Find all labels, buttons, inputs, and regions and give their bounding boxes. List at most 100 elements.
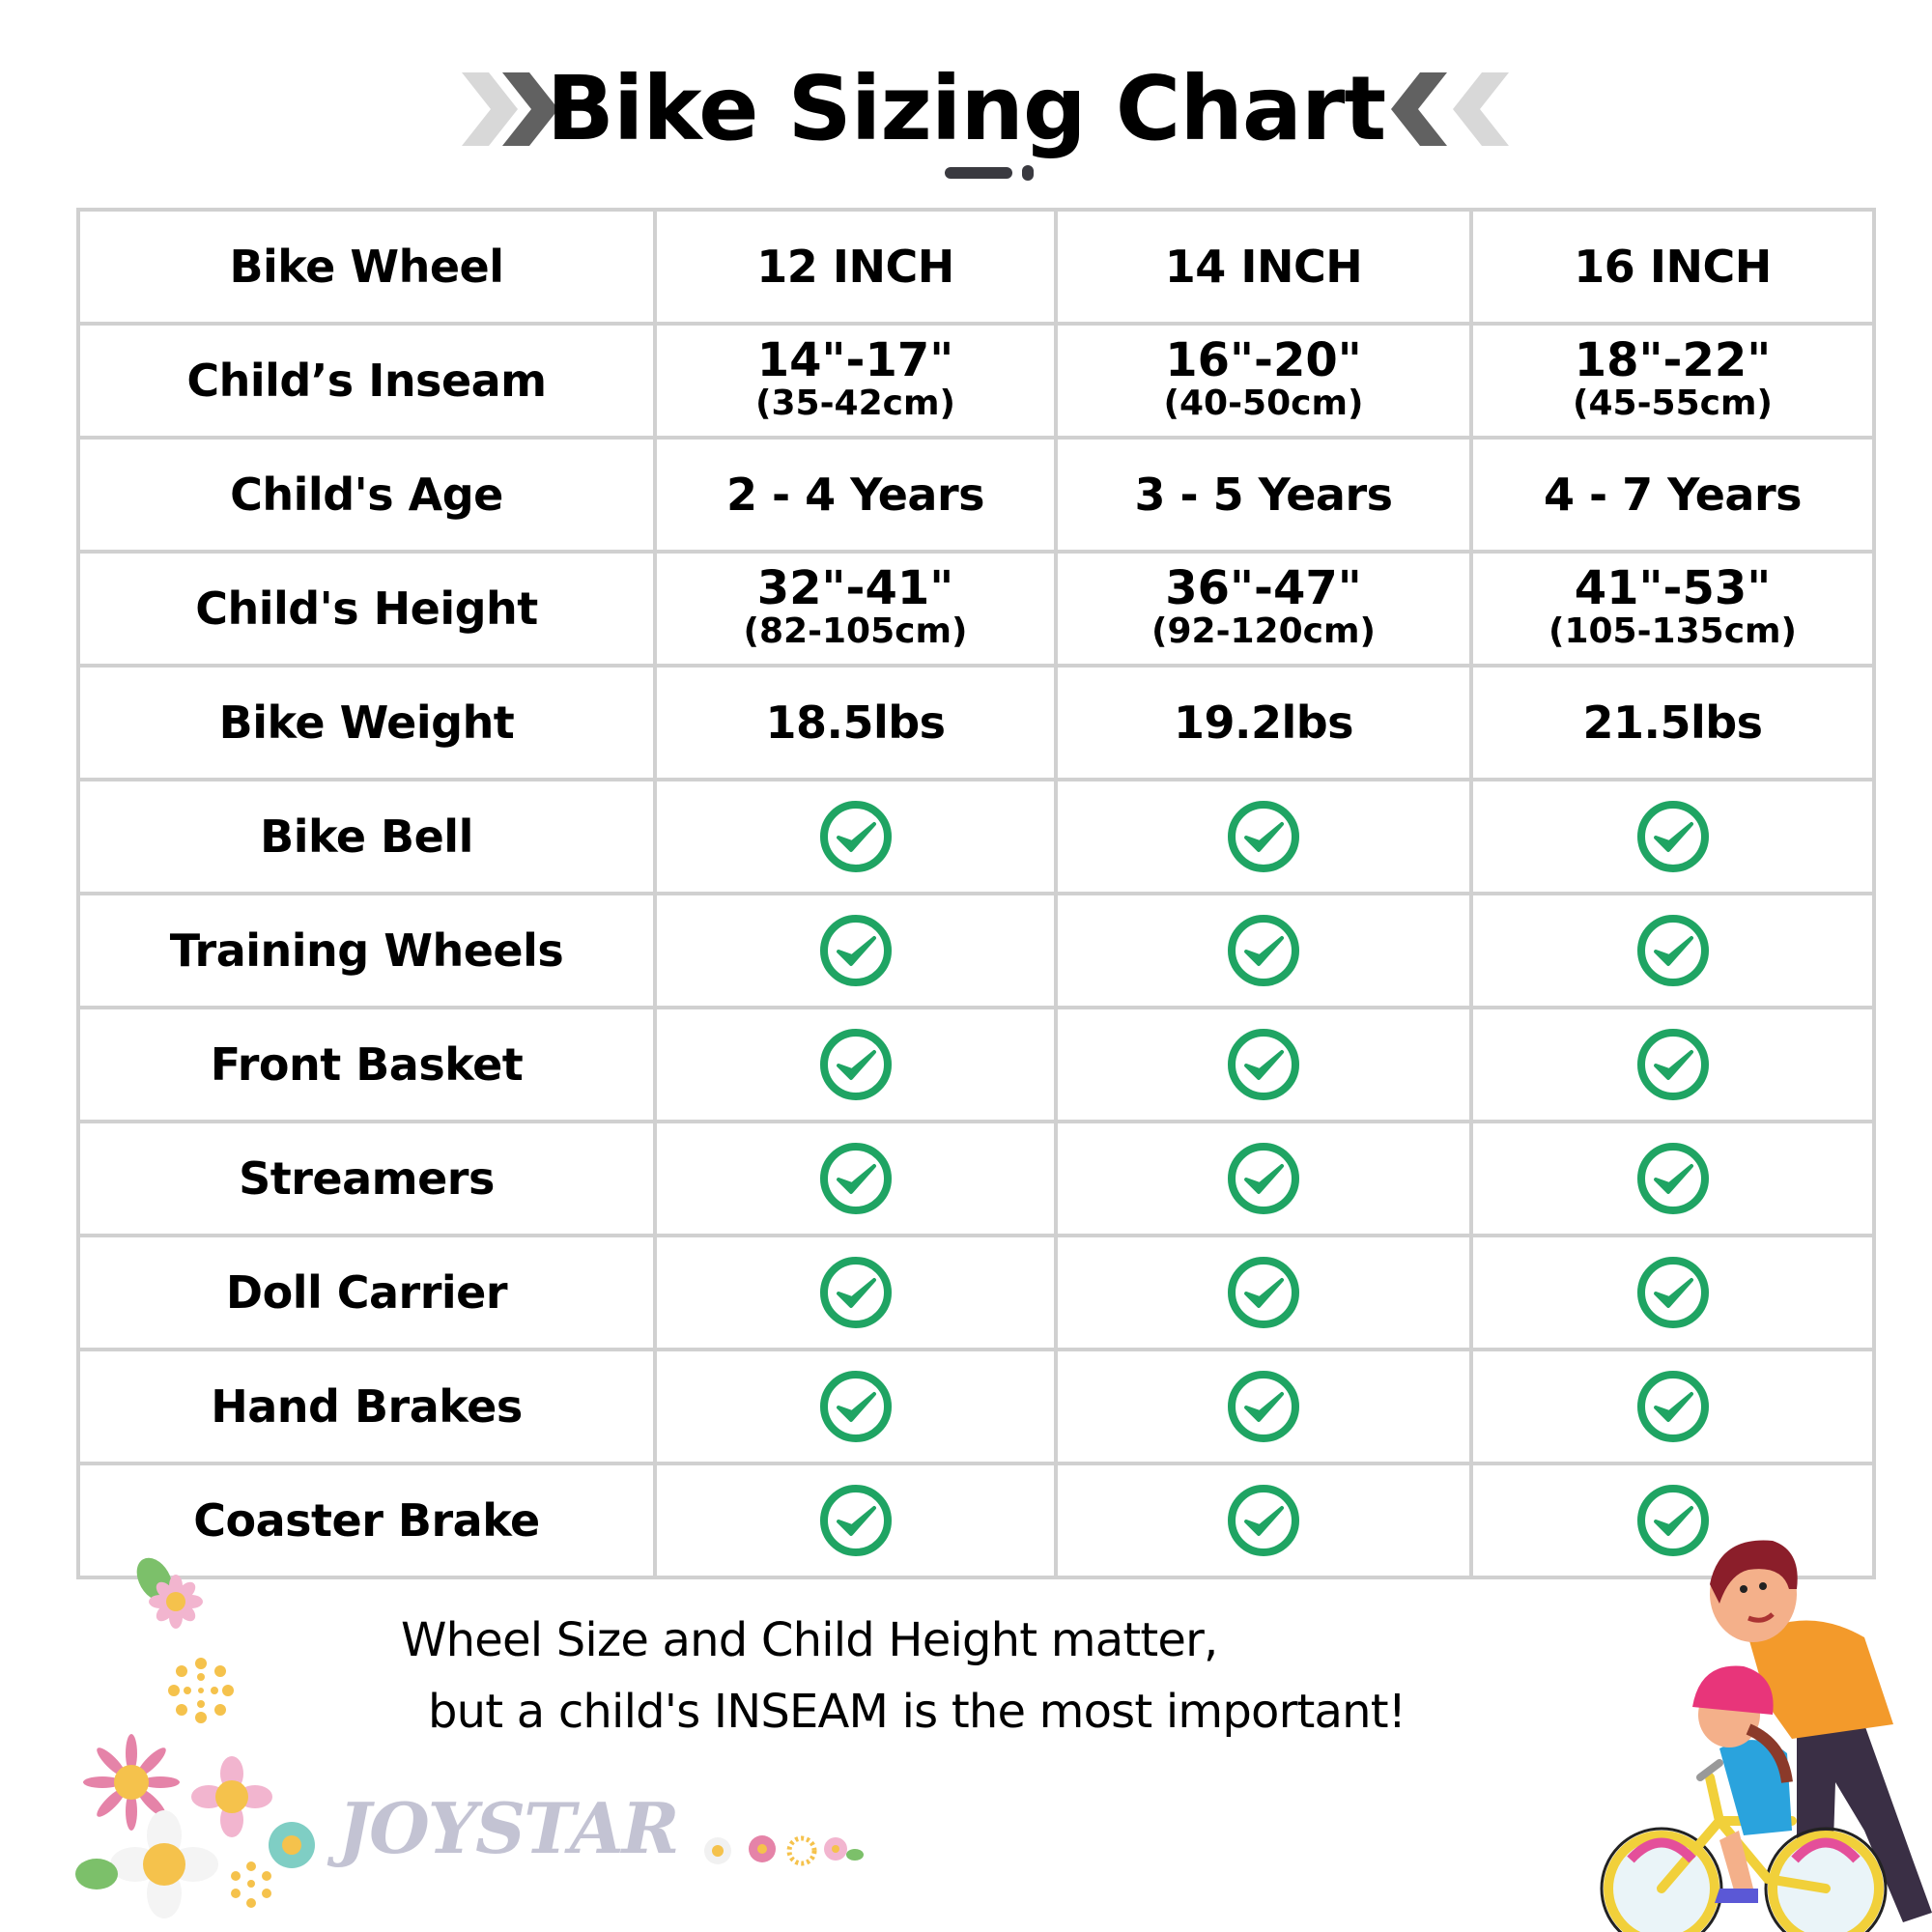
page-title: Bike Sizing Chart	[546, 57, 1387, 160]
value-cell	[653, 1234, 1058, 1351]
check-icon	[1636, 801, 1709, 872]
row-label: Child's Age	[76, 436, 657, 554]
value-cell	[1469, 892, 1876, 1009]
title-underline-dot	[1022, 165, 1034, 181]
check-icon	[819, 1257, 892, 1328]
table-row-coaster-brake: Coaster Brake	[76, 1462, 1876, 1579]
value-cell: 16"-20" (40-50cm)	[1054, 322, 1473, 440]
check-icon	[1636, 1029, 1709, 1100]
value-cell: 19.2lbs	[1054, 664, 1473, 781]
value-cell	[653, 892, 1058, 1009]
value-sub: (105-135cm)	[1548, 611, 1797, 651]
table-row-front-basket: Front Basket	[76, 1006, 1876, 1123]
check-icon	[1228, 1485, 1299, 1556]
value-cell: 14"-17" (35-42cm)	[653, 322, 1058, 440]
check-icon	[1228, 1371, 1299, 1442]
table-row-bike-bell: Bike Bell	[76, 778, 1876, 895]
check-icon	[819, 1029, 892, 1100]
value-cell: 21.5lbs	[1469, 664, 1876, 781]
value-cell: 2 - 4 Years	[653, 436, 1058, 554]
row-label: Coaster Brake	[76, 1462, 657, 1579]
check-icon	[1636, 1143, 1709, 1214]
value-sub: (45-55cm)	[1573, 384, 1773, 423]
header-cell-12-inch: 12 INCH	[653, 208, 1058, 326]
row-label: Streamers	[76, 1120, 657, 1237]
value-cell: 32"-41" (82-105cm)	[653, 550, 1058, 668]
value-cell	[653, 1348, 1058, 1465]
value-sub: (82-105cm)	[743, 611, 968, 651]
check-icon	[1228, 1257, 1299, 1328]
inseam-note-line-2: but a child's INSEAM is the most importa…	[428, 1685, 1406, 1739]
value-main: 14"-17"	[756, 333, 954, 387]
value-cell	[1469, 1348, 1876, 1465]
table-header-row: Bike Wheel 12 INCH 14 INCH 16 INCH	[76, 208, 1876, 326]
value-cell	[1469, 1120, 1876, 1237]
check-icon	[1636, 1371, 1709, 1442]
table-row-doll-carrier: Doll Carrier	[76, 1234, 1876, 1351]
value-cell	[1469, 1006, 1876, 1123]
table-row-training-wheels: Training Wheels	[76, 892, 1876, 1009]
table-row-height: Child's Height 32"-41" (82-105cm) 36"-47"…	[76, 550, 1876, 668]
parent-child-bike-illustration	[1600, 1540, 1932, 1932]
table-row-age: Child's Age 2 - 4 Years 3 - 5 Years 4 - …	[76, 436, 1876, 554]
title-underline	[945, 167, 1012, 179]
check-icon	[1636, 1257, 1709, 1328]
check-icon	[819, 915, 892, 986]
value-cell	[1469, 778, 1876, 895]
header-cell-16-inch: 16 INCH	[1469, 208, 1876, 326]
row-label: Child’s Inseam	[76, 322, 657, 440]
row-label: Bike Weight	[76, 664, 657, 781]
header-cell-label: Bike Wheel	[76, 208, 657, 326]
value-cell: 18"-22" (45-55cm)	[1469, 322, 1876, 440]
check-icon	[819, 1143, 892, 1214]
value-main: 36"-47"	[1165, 561, 1362, 615]
value-cell	[1469, 1234, 1876, 1351]
row-label: Doll Carrier	[76, 1234, 657, 1351]
double-chevron-left-icon	[1391, 72, 1509, 146]
brand-logo: JOYSTAR	[338, 1787, 680, 1869]
value-cell: 18.5lbs	[653, 664, 1058, 781]
value-sub: (40-50cm)	[1163, 384, 1364, 423]
value-cell: 3 - 5 Years	[1054, 436, 1473, 554]
check-icon	[1228, 801, 1299, 872]
row-label: Hand Brakes	[76, 1348, 657, 1465]
value-cell	[1054, 1348, 1473, 1465]
value-cell	[1054, 1006, 1473, 1123]
value-cell: 36"-47" (92-120cm)	[1054, 550, 1473, 668]
value-cell	[1054, 1462, 1473, 1579]
header-cell-14-inch: 14 INCH	[1054, 208, 1473, 326]
check-icon	[1228, 1029, 1299, 1100]
table-row-weight: Bike Weight 18.5lbs 19.2lbs 21.5lbs	[76, 664, 1876, 781]
inseam-note-line-1: Wheel Size and Child Height matter,	[401, 1613, 1218, 1667]
value-cell	[1054, 1234, 1473, 1351]
value-sub: (92-120cm)	[1151, 611, 1376, 651]
row-label: Front Basket	[76, 1006, 657, 1123]
check-icon	[1228, 915, 1299, 986]
check-icon	[819, 1371, 892, 1442]
value-main: 32"-41"	[756, 561, 954, 615]
check-icon	[819, 1485, 892, 1556]
table-row-inseam: Child’s Inseam 14"-17" (35-42cm) 16"-20"(…	[76, 322, 1876, 440]
check-icon	[1636, 1485, 1709, 1556]
check-icon	[819, 801, 892, 872]
check-icon	[1228, 1143, 1299, 1214]
table-row-streamers: Streamers	[76, 1120, 1876, 1237]
value-cell	[653, 1120, 1058, 1237]
value-cell	[653, 1006, 1058, 1123]
flower-decoration-icon	[75, 1557, 315, 1918]
value-cell	[653, 778, 1058, 895]
sizing-table: Bike Wheel 12 INCH 14 INCH 16 INCH Child…	[76, 208, 1876, 1579]
value-main: 18"-22"	[1574, 333, 1772, 387]
double-chevron-right-icon	[462, 72, 558, 146]
value-cell	[1054, 778, 1473, 895]
value-cell	[1054, 1120, 1473, 1237]
value-main: 16"-20"	[1165, 333, 1362, 387]
table-row-hand-brakes: Hand Brakes	[76, 1348, 1876, 1465]
value-cell	[653, 1462, 1058, 1579]
row-label: Child's Height	[76, 550, 657, 668]
value-cell	[1469, 1462, 1876, 1579]
value-main: 41"-53"	[1574, 561, 1772, 615]
value-cell	[1054, 892, 1473, 1009]
value-cell: 41"-53" (105-135cm)	[1469, 550, 1876, 668]
row-label: Bike Bell	[76, 778, 657, 895]
